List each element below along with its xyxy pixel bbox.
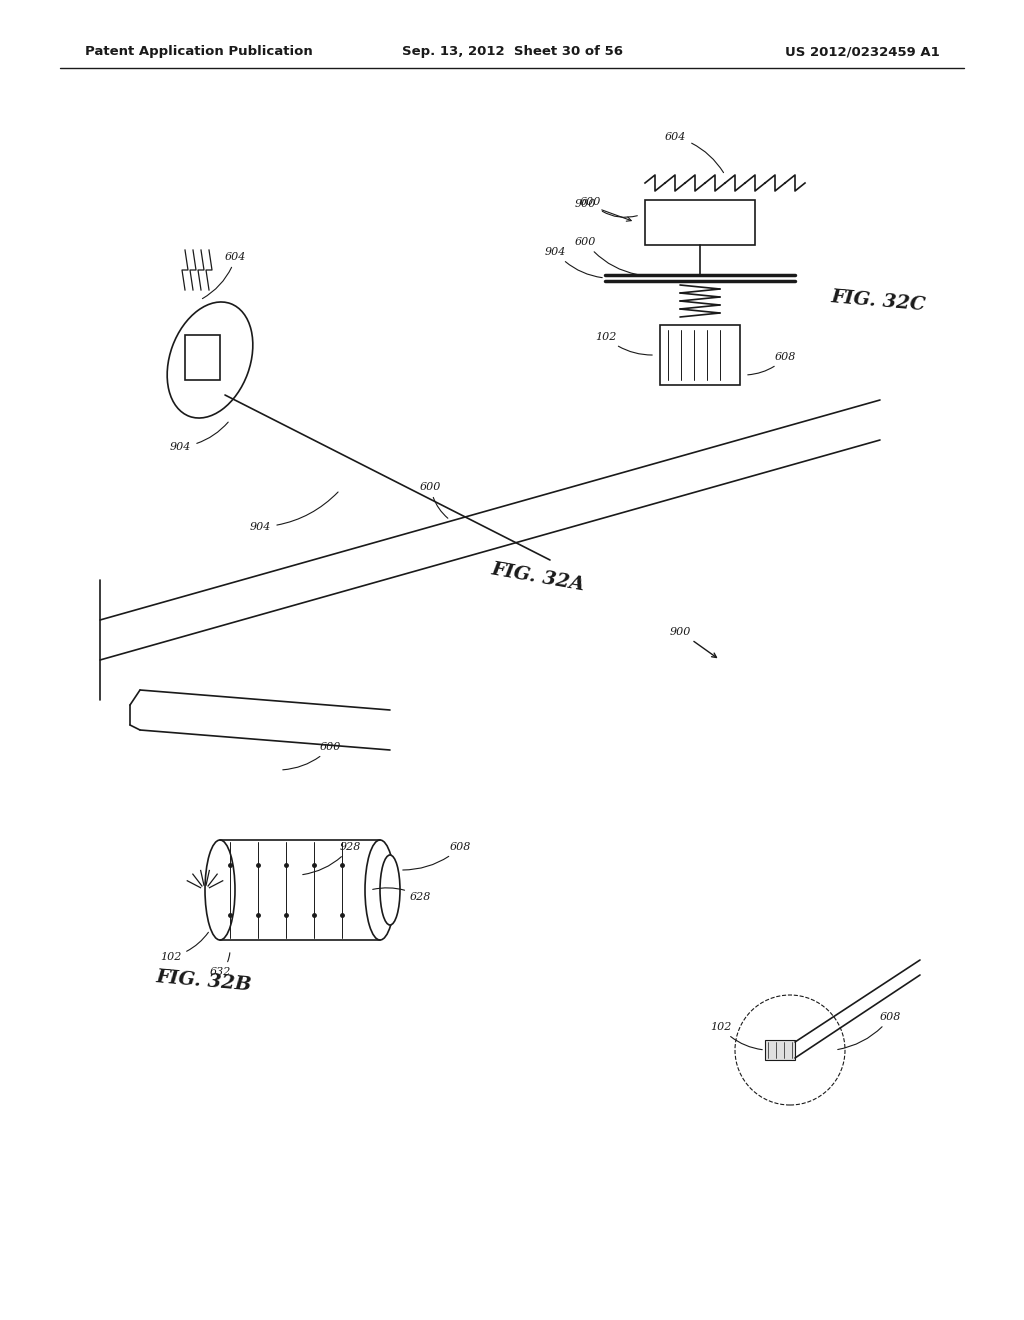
Text: 608: 608 xyxy=(838,1012,901,1049)
Text: Sep. 13, 2012  Sheet 30 of 56: Sep. 13, 2012 Sheet 30 of 56 xyxy=(401,45,623,58)
Text: FIG. 32B: FIG. 32B xyxy=(155,968,252,994)
Text: 102: 102 xyxy=(710,1022,762,1049)
Text: 608: 608 xyxy=(402,842,471,870)
Text: 900: 900 xyxy=(575,199,631,222)
Text: 904: 904 xyxy=(250,492,338,532)
Bar xyxy=(185,335,220,380)
Text: 900: 900 xyxy=(670,627,717,657)
Text: US 2012/0232459 A1: US 2012/0232459 A1 xyxy=(785,45,940,58)
Bar xyxy=(645,201,755,246)
Text: 904: 904 xyxy=(170,422,228,451)
Text: 632: 632 xyxy=(210,953,231,977)
Text: 600: 600 xyxy=(580,197,637,218)
Text: FIG. 32C: FIG. 32C xyxy=(830,288,927,314)
Text: 600: 600 xyxy=(420,482,447,519)
Text: 628: 628 xyxy=(373,888,431,902)
Bar xyxy=(660,325,740,385)
Text: 600: 600 xyxy=(283,742,341,770)
Text: Patent Application Publication: Patent Application Publication xyxy=(85,45,312,58)
Text: 608: 608 xyxy=(748,352,797,375)
Text: 904: 904 xyxy=(545,247,602,277)
Text: 604: 604 xyxy=(203,252,247,298)
Text: 600: 600 xyxy=(575,238,637,275)
Ellipse shape xyxy=(380,855,400,925)
Text: 102: 102 xyxy=(160,932,209,962)
Text: 928: 928 xyxy=(303,842,361,875)
Bar xyxy=(765,1040,795,1060)
Text: 604: 604 xyxy=(665,132,724,173)
Text: FIG. 32A: FIG. 32A xyxy=(490,560,587,594)
Text: 102: 102 xyxy=(595,333,652,355)
